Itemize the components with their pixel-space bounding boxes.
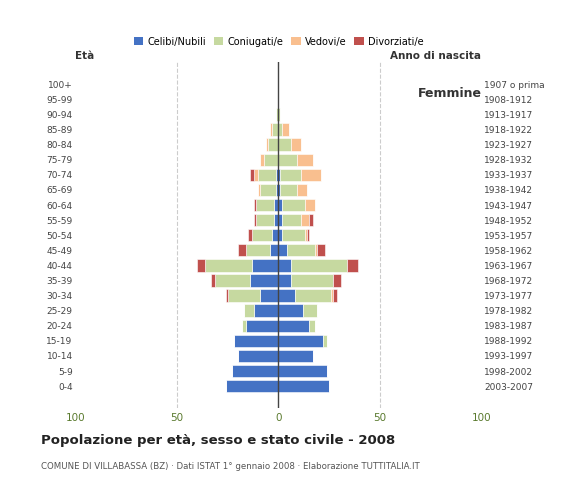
Text: Popolazione per età, sesso e stato civile - 2008: Popolazione per età, sesso e stato civil… [41, 434, 395, 447]
Bar [211, 274, 215, 287]
Bar [252, 259, 278, 272]
Bar [270, 123, 273, 136]
Bar [305, 229, 307, 241]
Bar [258, 184, 260, 196]
Bar [278, 123, 282, 136]
Bar [300, 168, 321, 181]
Bar [276, 168, 278, 181]
Bar [278, 335, 323, 347]
Bar [238, 244, 246, 256]
Bar [273, 123, 278, 136]
Bar [234, 335, 278, 347]
Bar [256, 214, 274, 226]
Bar [282, 214, 300, 226]
Bar [278, 229, 282, 241]
Bar [278, 244, 287, 256]
Bar [266, 138, 268, 151]
Bar [270, 244, 278, 256]
Bar [300, 214, 309, 226]
Bar [278, 154, 296, 166]
Bar [260, 154, 264, 166]
Bar [305, 199, 315, 211]
Bar [317, 244, 325, 256]
Bar [205, 259, 252, 272]
Bar [278, 214, 282, 226]
Bar [226, 289, 227, 302]
Bar [291, 259, 347, 272]
Bar [278, 138, 291, 151]
Bar [248, 229, 252, 241]
Bar [296, 184, 307, 196]
Bar [238, 350, 278, 362]
Bar [254, 304, 278, 317]
Bar [323, 335, 327, 347]
Bar [278, 350, 313, 362]
Text: Anno di nascita: Anno di nascita [390, 51, 481, 60]
Bar [303, 304, 317, 317]
Bar [307, 229, 309, 241]
Bar [278, 199, 282, 211]
Bar [231, 365, 278, 377]
Bar [244, 304, 254, 317]
Bar [333, 289, 337, 302]
Bar [278, 168, 280, 181]
Bar [246, 320, 278, 332]
Bar [276, 184, 278, 196]
Bar [309, 320, 315, 332]
Bar [254, 168, 258, 181]
Bar [278, 289, 295, 302]
Bar [215, 274, 250, 287]
Bar [242, 320, 246, 332]
Bar [264, 154, 278, 166]
Bar [287, 244, 315, 256]
Bar [333, 274, 341, 287]
Bar [282, 199, 305, 211]
Bar [282, 229, 305, 241]
Bar [197, 259, 205, 272]
Bar [278, 184, 280, 196]
Bar [296, 154, 313, 166]
Bar [278, 365, 327, 377]
Bar [276, 108, 278, 120]
Bar [252, 229, 273, 241]
Bar [273, 229, 278, 241]
Text: Femmine: Femmine [418, 86, 481, 99]
Bar [246, 244, 270, 256]
Bar [260, 289, 278, 302]
Bar [291, 274, 333, 287]
Bar [250, 168, 254, 181]
Bar [250, 274, 278, 287]
Bar [254, 214, 256, 226]
Legend: Celibi/Nubili, Coniugati/e, Vedovi/e, Divorziati/e: Celibi/Nubili, Coniugati/e, Vedovi/e, Di… [130, 33, 427, 50]
Bar [260, 184, 276, 196]
Bar [254, 199, 256, 211]
Bar [282, 123, 288, 136]
Bar [331, 289, 333, 302]
Text: COMUNE DI VILLABASSA (BZ) · Dati ISTAT 1° gennaio 2008 · Elaborazione TUTTITALIA: COMUNE DI VILLABASSA (BZ) · Dati ISTAT 1… [41, 462, 419, 471]
Bar [256, 199, 274, 211]
Bar [274, 214, 278, 226]
Bar [295, 289, 331, 302]
Bar [226, 380, 278, 392]
Text: Età: Età [75, 51, 95, 60]
Bar [347, 259, 357, 272]
Bar [278, 274, 291, 287]
Bar [278, 320, 309, 332]
Bar [258, 168, 276, 181]
Bar [280, 184, 296, 196]
Bar [315, 244, 317, 256]
Bar [280, 168, 300, 181]
Bar [278, 259, 291, 272]
Bar [278, 108, 280, 120]
Bar [278, 304, 303, 317]
Bar [278, 380, 329, 392]
Bar [227, 289, 260, 302]
Bar [309, 214, 313, 226]
Bar [268, 138, 278, 151]
Bar [291, 138, 300, 151]
Bar [274, 199, 278, 211]
